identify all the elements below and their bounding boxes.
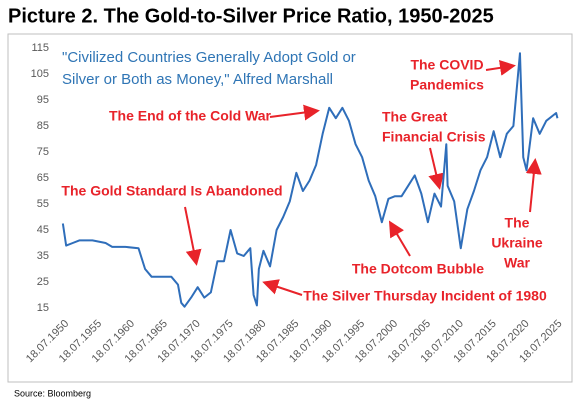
arrow xyxy=(485,59,516,76)
arrow xyxy=(428,147,445,190)
arrow xyxy=(262,279,303,296)
annotation: The Silver Thursday Incident of 1980 xyxy=(303,288,547,304)
arrows xyxy=(184,59,542,296)
y-tick-label: 35 xyxy=(37,250,49,262)
y-tick-label: 85 xyxy=(37,120,49,132)
y-tick-label: 105 xyxy=(31,68,49,80)
annotation: "Civilized Countries Generally Adopt Gol… xyxy=(62,49,356,66)
annotation: The Gold Standard Is Abandoned xyxy=(61,183,282,199)
arrow xyxy=(525,158,542,213)
annotation: Financial Crisis xyxy=(382,129,486,145)
annotation: War xyxy=(504,255,530,271)
arrow xyxy=(269,104,320,121)
y-tick-label: 15 xyxy=(37,302,49,314)
chart-frame xyxy=(7,33,573,383)
arrow xyxy=(184,206,202,266)
annotation: Silver or Both as Money," Alfred Marshal… xyxy=(62,71,333,88)
y-tick-label: 25 xyxy=(37,276,49,288)
source: Source: Bloomberg xyxy=(14,388,91,398)
y-tick-label: 115 xyxy=(31,42,49,54)
arrow xyxy=(388,220,411,257)
y-tick-label: 75 xyxy=(37,146,49,158)
annotation: Ukraine xyxy=(491,235,543,251)
annotation: The End of the Cold War xyxy=(109,108,272,124)
series-line xyxy=(61,52,559,308)
chart-title: Picture 2. The Gold-to-Silver Price Rati… xyxy=(8,5,494,27)
annotation: The xyxy=(505,215,530,231)
annotation: Pandemics xyxy=(410,77,484,93)
y-tick-label: 65 xyxy=(37,172,49,184)
y-tick-label: 45 xyxy=(37,224,49,236)
annotation: The COVID xyxy=(410,57,483,73)
annotation: The Dotcom Bubble xyxy=(352,261,484,277)
y-tick-label: 95 xyxy=(37,94,49,106)
y-tick-label: 55 xyxy=(37,198,49,210)
annotation: The Great xyxy=(382,109,448,125)
